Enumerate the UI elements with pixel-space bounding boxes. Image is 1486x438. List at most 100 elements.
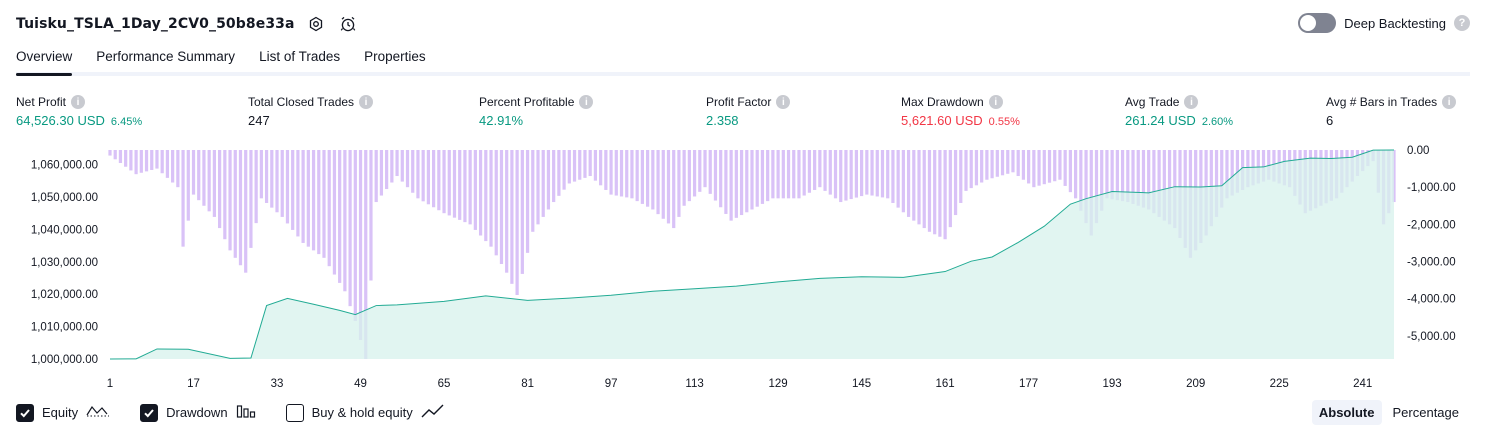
info-icon[interactable]: i: [776, 95, 791, 109]
info-icon[interactable]: i: [579, 95, 594, 109]
drawdown-bar: [813, 150, 817, 190]
info-icon[interactable]: i: [359, 95, 374, 109]
deep-backtesting-toggle[interactable]: [1298, 13, 1337, 33]
drawdown-bar: [311, 150, 316, 251]
alarm-clock-icon[interactable]: [337, 13, 359, 35]
drawdown-bar: [1094, 150, 1099, 224]
drawdown-bar: [933, 150, 937, 235]
tab-properties[interactable]: Properties: [364, 49, 426, 64]
mode-absolute-button[interactable]: Absolute: [1311, 400, 1382, 425]
drawdown-bar: [510, 150, 514, 284]
drawdown-bar: [917, 150, 921, 225]
drawdown-bar: [1032, 150, 1036, 188]
equity-area: [110, 150, 1394, 359]
legend-buy-hold[interactable]: Buy & hold equity: [285, 403, 445, 422]
checkbox-drawdown[interactable]: [140, 403, 159, 422]
legend-equity[interactable]: Equity: [16, 403, 110, 422]
drawdown-bar: [625, 150, 629, 198]
drawdown-bar: [1131, 150, 1135, 204]
drawdown-bar: [285, 150, 290, 224]
drawdown-bar: [1220, 150, 1224, 208]
info-icon[interactable]: i: [1442, 95, 1457, 109]
help-icon[interactable]: ?: [1454, 15, 1470, 31]
drawdown-bar: [724, 150, 728, 214]
drawdown-bar: [1214, 150, 1219, 217]
drawdown-bar: [249, 150, 253, 248]
mode-percentage-button[interactable]: Percentage: [1392, 405, 1460, 420]
drawdown-bar: [452, 150, 457, 218]
drawdown-bar: [786, 150, 791, 199]
drawdown-bar: [369, 150, 373, 281]
drawdown-bar: [134, 150, 138, 175]
metric-percent-profitable: Percent Profitable i 42.91%: [479, 94, 594, 128]
checkbox-equity[interactable]: [16, 403, 34, 422]
right-axis-tick: -2,000.00: [1407, 219, 1456, 231]
metric-label: Percent Profitable: [479, 95, 575, 109]
checkbox-buy-hold[interactable]: [285, 403, 304, 422]
drawdown-bar: [1126, 150, 1130, 203]
metric-max-drawdown: Max Drawdown i 5,621.60 USD 0.55%: [901, 94, 1020, 128]
drawdown-bar: [343, 150, 347, 292]
drawdown-bar: [708, 150, 712, 194]
chart-legend: Equity Drawdown Buy & hold equity: [16, 403, 445, 422]
drawdown-bar: [176, 150, 180, 188]
x-axis-tick: 225: [1270, 378, 1289, 390]
equity-drawdown-chart[interactable]: 1,060,000.00 1,050,000.00 1,040,000.00 1,03…: [0, 140, 1486, 395]
drawdown-bar: [807, 150, 812, 193]
drawdown-bar: [385, 150, 389, 190]
x-axis-tick: 33: [271, 378, 284, 390]
drawdown-bar: [244, 150, 248, 273]
x-axis-tick: 145: [852, 378, 871, 390]
drawdown-bar: [228, 150, 232, 251]
metric-label: Avg Trade: [1125, 95, 1180, 109]
tab-overview[interactable]: Overview: [16, 42, 73, 76]
drawdown-bar: [854, 150, 858, 198]
drawdown-bar: [280, 150, 284, 217]
drawdown-bar: [353, 150, 357, 322]
drawdown-bar: [1235, 150, 1240, 193]
deep-backtesting: Deep Backtesting ?: [1298, 13, 1470, 33]
strategy-name: Tuisku_TSLA_1Day_2CV0_50b8e33a: [16, 16, 295, 32]
deep-backtesting-label: Deep Backtesting: [1344, 15, 1446, 31]
drawdown-bar: [463, 150, 467, 223]
left-axis-tick: 1,060,000.00: [31, 160, 98, 172]
drawdown-bar: [865, 150, 869, 195]
info-icon[interactable]: i: [988, 95, 1003, 109]
drawdown-bar: [191, 150, 196, 195]
drawdown-bar: [1027, 150, 1031, 184]
drawdown-bar: [818, 150, 822, 188]
drawdown-bar: [390, 150, 394, 183]
tab-performance-summary[interactable]: Performance Summary: [96, 49, 236, 64]
drawdown-bar: [990, 150, 994, 179]
tab-list-of-trades[interactable]: List of Trades: [259, 49, 341, 64]
drawdown-bar: [750, 150, 754, 210]
drawdown-bar: [447, 150, 451, 216]
x-axis-tick: 1: [107, 378, 113, 390]
left-axis-tick: 1,000,000.00: [31, 354, 98, 366]
gear-icon[interactable]: [305, 13, 327, 35]
legend-drawdown[interactable]: Drawdown: [140, 403, 255, 422]
drawdown-bar: [844, 150, 848, 201]
drawdown-bar: [1230, 150, 1234, 196]
drawdown-bar: [129, 150, 133, 171]
drawdown-bar: [1100, 150, 1104, 211]
info-icon[interactable]: i: [1184, 95, 1199, 109]
drawdown-bar: [1058, 150, 1062, 180]
drawdown-bar: [432, 150, 436, 208]
drawdown-bar: [525, 150, 530, 253]
drawdown-bar: [484, 150, 488, 242]
drawdown-bar: [317, 150, 321, 255]
drawdown-bar: [113, 150, 117, 160]
drawdown-bar: [1042, 150, 1046, 185]
info-icon[interactable]: i: [71, 95, 86, 109]
drawdown-bar: [729, 150, 733, 221]
drawdown-bar: [1063, 150, 1067, 186]
metric-label: Max Drawdown: [901, 95, 984, 109]
drawdown-bar: [1053, 150, 1057, 182]
right-axis-tick: -5,000.00: [1407, 331, 1456, 343]
x-axis-tick: 241: [1353, 378, 1372, 390]
drawdown-bar: [541, 150, 545, 217]
drawdown-bar: [536, 150, 540, 225]
drawdown-bar: [640, 150, 644, 204]
drawdown-bar: [593, 150, 598, 181]
